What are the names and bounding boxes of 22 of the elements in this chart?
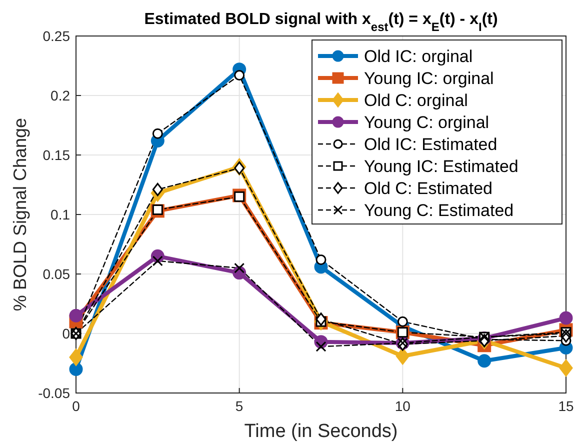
legend-label: Old IC: Estimated [364,135,498,154]
y-tick-label: 0.1 [50,206,70,222]
legend-label: Old C: orginal [364,91,468,110]
y-tick-label: 0.25 [42,28,70,44]
x-tick-label: 15 [558,398,574,414]
x-tick-label: 5 [235,398,244,414]
y-tick-label: -0.05 [38,385,70,401]
legend-label: Young C: Estimated [364,201,514,220]
x-tick-label: 0 [72,398,80,414]
chart-title: Estimated BOLD signal with x$_{est}$(t) = x$_{E}$(t) - x$_{I}$(t) [144,11,498,34]
legend-label: Young IC: orginal [364,69,494,88]
x-axis-title: Time (in Seconds) [244,421,398,442]
y-tick-label: 0 [62,326,70,342]
x-tick-label: 10 [394,398,411,414]
legend-label: Young IC: Estimated [364,157,518,176]
legend-label: Old C: Estimated [364,179,492,198]
legend-label: Old IC: orginal [364,47,473,66]
y-tick-label: 0.05 [42,266,70,282]
legend-label: Young C: orginal [364,113,490,132]
y-tick-label: 0.15 [42,147,70,163]
y-axis-title: % BOLD Signal Change [10,118,30,312]
y-tick-label: 0.2 [50,88,70,104]
